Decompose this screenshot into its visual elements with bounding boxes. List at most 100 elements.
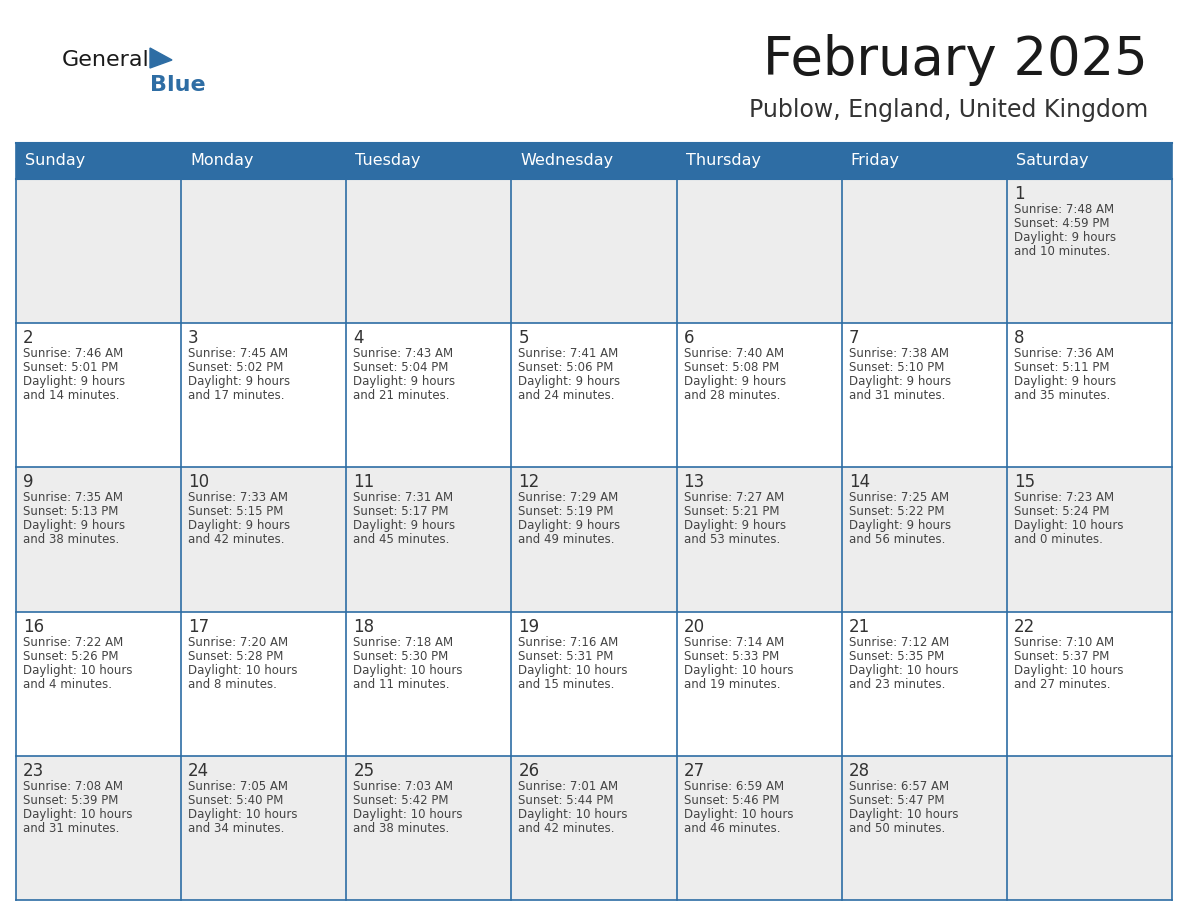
Text: Sunrise: 7:18 AM: Sunrise: 7:18 AM xyxy=(353,635,454,649)
Text: 18: 18 xyxy=(353,618,374,635)
Text: Daylight: 10 hours: Daylight: 10 hours xyxy=(848,808,959,821)
Text: Daylight: 10 hours: Daylight: 10 hours xyxy=(188,664,298,677)
Bar xyxy=(15,467,181,611)
Text: 13: 13 xyxy=(683,474,704,491)
Text: 5: 5 xyxy=(518,330,529,347)
Text: 4: 4 xyxy=(353,330,364,347)
Text: 7: 7 xyxy=(848,330,859,347)
Text: Daylight: 10 hours: Daylight: 10 hours xyxy=(848,664,959,677)
Bar xyxy=(511,179,677,323)
Bar xyxy=(677,467,842,611)
Bar xyxy=(511,467,677,611)
Text: Daylight: 10 hours: Daylight: 10 hours xyxy=(353,808,463,821)
Text: Sunrise: 7:27 AM: Sunrise: 7:27 AM xyxy=(683,491,784,504)
Text: Sunrise: 7:12 AM: Sunrise: 7:12 AM xyxy=(848,635,949,649)
Text: and 24 minutes.: and 24 minutes. xyxy=(518,389,615,402)
Bar xyxy=(15,143,1173,179)
Bar xyxy=(1007,611,1173,756)
Text: Daylight: 9 hours: Daylight: 9 hours xyxy=(1013,231,1116,244)
Text: Sunrise: 7:48 AM: Sunrise: 7:48 AM xyxy=(1013,203,1114,216)
Text: and 21 minutes.: and 21 minutes. xyxy=(353,389,450,402)
Text: Daylight: 10 hours: Daylight: 10 hours xyxy=(683,664,794,677)
Text: Publow, England, United Kingdom: Publow, England, United Kingdom xyxy=(748,98,1148,122)
Text: General: General xyxy=(62,50,150,70)
Text: Sunset: 5:31 PM: Sunset: 5:31 PM xyxy=(518,650,614,663)
Bar xyxy=(842,179,1007,323)
Text: and 11 minutes.: and 11 minutes. xyxy=(353,677,450,690)
Text: and 17 minutes.: and 17 minutes. xyxy=(188,389,285,402)
Bar xyxy=(1007,756,1173,900)
Text: 10: 10 xyxy=(188,474,209,491)
Text: 20: 20 xyxy=(683,618,704,635)
Text: 9: 9 xyxy=(23,474,33,491)
Text: 24: 24 xyxy=(188,762,209,779)
Text: Sunrise: 7:20 AM: Sunrise: 7:20 AM xyxy=(188,635,289,649)
Bar xyxy=(15,179,181,323)
Text: Sunrise: 7:23 AM: Sunrise: 7:23 AM xyxy=(1013,491,1114,504)
Text: and 50 minutes.: and 50 minutes. xyxy=(848,822,944,834)
Text: Sunset: 5:11 PM: Sunset: 5:11 PM xyxy=(1013,361,1110,375)
Text: and 42 minutes.: and 42 minutes. xyxy=(188,533,285,546)
Text: Daylight: 9 hours: Daylight: 9 hours xyxy=(1013,375,1116,388)
Bar xyxy=(1007,179,1173,323)
Text: and 28 minutes.: and 28 minutes. xyxy=(683,389,781,402)
Text: Daylight: 9 hours: Daylight: 9 hours xyxy=(683,375,785,388)
Bar xyxy=(181,179,346,323)
Text: Tuesday: Tuesday xyxy=(355,153,421,169)
Text: Sunrise: 6:57 AM: Sunrise: 6:57 AM xyxy=(848,779,949,793)
Text: 19: 19 xyxy=(518,618,539,635)
Text: and 19 minutes.: and 19 minutes. xyxy=(683,677,781,690)
Bar xyxy=(511,611,677,756)
Text: and 4 minutes.: and 4 minutes. xyxy=(23,677,112,690)
Text: 16: 16 xyxy=(23,618,44,635)
Text: Daylight: 9 hours: Daylight: 9 hours xyxy=(188,520,290,532)
Text: Sunset: 5:44 PM: Sunset: 5:44 PM xyxy=(518,794,614,807)
Text: and 34 minutes.: and 34 minutes. xyxy=(188,822,284,834)
Text: Sunset: 5:13 PM: Sunset: 5:13 PM xyxy=(23,506,119,519)
Text: and 56 minutes.: and 56 minutes. xyxy=(848,533,946,546)
Polygon shape xyxy=(150,48,172,68)
Text: and 15 minutes.: and 15 minutes. xyxy=(518,677,615,690)
Text: 22: 22 xyxy=(1013,618,1035,635)
Bar xyxy=(842,323,1007,467)
Text: Daylight: 10 hours: Daylight: 10 hours xyxy=(188,808,298,821)
Text: and 31 minutes.: and 31 minutes. xyxy=(23,822,119,834)
Text: Thursday: Thursday xyxy=(685,153,760,169)
Text: Sunrise: 7:41 AM: Sunrise: 7:41 AM xyxy=(518,347,619,360)
Bar xyxy=(181,756,346,900)
Text: and 23 minutes.: and 23 minutes. xyxy=(848,677,946,690)
Text: Sunrise: 7:14 AM: Sunrise: 7:14 AM xyxy=(683,635,784,649)
Text: 28: 28 xyxy=(848,762,870,779)
Text: Sunset: 5:21 PM: Sunset: 5:21 PM xyxy=(683,506,779,519)
Bar xyxy=(181,323,346,467)
Text: Sunset: 5:22 PM: Sunset: 5:22 PM xyxy=(848,506,944,519)
Text: Sunrise: 7:45 AM: Sunrise: 7:45 AM xyxy=(188,347,289,360)
Text: Wednesday: Wednesday xyxy=(520,153,613,169)
Text: Daylight: 9 hours: Daylight: 9 hours xyxy=(848,520,950,532)
Text: 17: 17 xyxy=(188,618,209,635)
Text: Sunset: 5:37 PM: Sunset: 5:37 PM xyxy=(1013,650,1110,663)
Text: Daylight: 10 hours: Daylight: 10 hours xyxy=(23,664,133,677)
Text: Daylight: 10 hours: Daylight: 10 hours xyxy=(518,664,628,677)
Bar xyxy=(346,179,511,323)
Text: Sunset: 5:42 PM: Sunset: 5:42 PM xyxy=(353,794,449,807)
Text: Daylight: 9 hours: Daylight: 9 hours xyxy=(23,375,125,388)
Text: Sunrise: 7:31 AM: Sunrise: 7:31 AM xyxy=(353,491,454,504)
Text: Sunrise: 7:43 AM: Sunrise: 7:43 AM xyxy=(353,347,454,360)
Text: 6: 6 xyxy=(683,330,694,347)
Text: Sunset: 5:15 PM: Sunset: 5:15 PM xyxy=(188,506,284,519)
Text: Daylight: 9 hours: Daylight: 9 hours xyxy=(188,375,290,388)
Text: Sunrise: 7:03 AM: Sunrise: 7:03 AM xyxy=(353,779,454,793)
Text: 3: 3 xyxy=(188,330,198,347)
Text: Daylight: 10 hours: Daylight: 10 hours xyxy=(683,808,794,821)
Text: Daylight: 10 hours: Daylight: 10 hours xyxy=(1013,520,1124,532)
Text: and 0 minutes.: and 0 minutes. xyxy=(1013,533,1102,546)
Text: Sunset: 5:39 PM: Sunset: 5:39 PM xyxy=(23,794,119,807)
Text: Sunrise: 7:29 AM: Sunrise: 7:29 AM xyxy=(518,491,619,504)
Text: Daylight: 9 hours: Daylight: 9 hours xyxy=(683,520,785,532)
Bar xyxy=(842,467,1007,611)
Text: 15: 15 xyxy=(1013,474,1035,491)
Text: Sunset: 4:59 PM: Sunset: 4:59 PM xyxy=(1013,217,1110,230)
Bar xyxy=(346,611,511,756)
Text: Sunset: 5:40 PM: Sunset: 5:40 PM xyxy=(188,794,284,807)
